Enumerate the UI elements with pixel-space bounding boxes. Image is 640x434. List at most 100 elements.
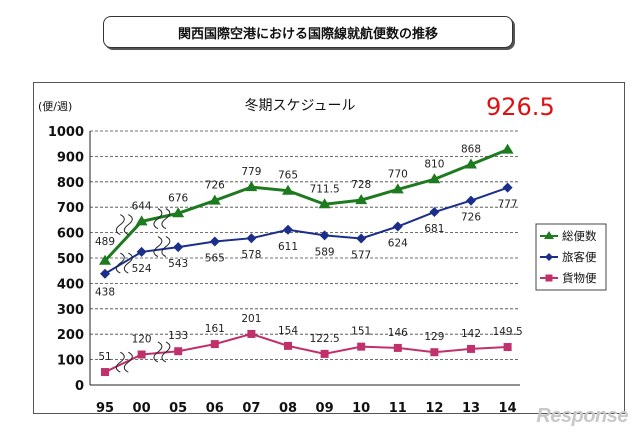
axis-break-mark — [115, 214, 125, 236]
series-3-point — [284, 341, 292, 350]
data-label: 142 — [461, 328, 481, 340]
y-tick-label: 600 — [57, 227, 84, 242]
x-tick-label: 00 — [133, 401, 151, 416]
data-label: 589 — [315, 246, 335, 258]
data-label: 624 — [388, 238, 408, 250]
data-label: 810 — [424, 158, 444, 170]
series-3-point — [467, 344, 475, 353]
axis-break-mark — [161, 341, 171, 363]
y-axis-label: (便/週) — [38, 100, 72, 113]
data-label: 644 — [132, 200, 152, 212]
series-3-point — [174, 347, 183, 356]
x-tick-label: 13 — [462, 401, 480, 416]
series-1-point — [465, 158, 477, 169]
data-label: 543 — [168, 258, 188, 270]
series-2-point — [466, 195, 476, 206]
series-3-point — [320, 349, 329, 358]
y-tick-label: 200 — [57, 328, 84, 343]
y-tick-label: 0 — [75, 379, 84, 394]
x-tick-label: 09 — [316, 401, 334, 416]
data-label: 777 — [498, 199, 518, 211]
legend-label: 貨物便 — [562, 271, 597, 285]
series-1-point — [208, 194, 221, 205]
series-1-point — [391, 183, 404, 194]
series-2-point — [356, 233, 367, 244]
data-label: 676 — [168, 192, 188, 204]
data-label: 122.5 — [310, 333, 340, 345]
axis-break-mark — [153, 208, 163, 230]
y-tick-label: 500 — [57, 252, 84, 267]
data-label: 779 — [241, 166, 261, 178]
series-2-point — [246, 233, 257, 244]
y-tick-label: 800 — [57, 176, 84, 191]
series-3-point — [101, 368, 109, 377]
data-label: 489 — [95, 236, 115, 248]
series-3-point — [210, 340, 219, 349]
series-2-point — [429, 207, 440, 218]
data-label: 578 — [241, 249, 261, 261]
axis-break-mark — [115, 351, 125, 373]
data-label: 681 — [424, 223, 444, 235]
y-tick-label: 900 — [57, 150, 84, 165]
data-label: 770 — [388, 168, 408, 180]
data-label: 129 — [424, 331, 444, 343]
series-2-point — [209, 236, 220, 247]
legend-label: 旅客便 — [562, 250, 597, 264]
series-line-1 — [103, 148, 509, 262]
y-tick-label: 1000 — [48, 125, 84, 140]
x-tick-label: 11 — [389, 401, 407, 416]
series-2-point — [283, 224, 293, 235]
x-tick-label: 14 — [499, 401, 517, 416]
series-line-3 — [104, 332, 508, 373]
series-1-point — [135, 215, 148, 226]
data-label: 868 — [461, 144, 481, 156]
series-2-point — [173, 242, 184, 253]
legend-marker — [545, 253, 553, 261]
legend-marker — [544, 231, 554, 239]
data-label: 438 — [95, 287, 115, 299]
data-label: 154 — [278, 325, 298, 337]
highlight-total-label: 926.5 — [486, 93, 555, 121]
data-label: 726 — [205, 180, 225, 192]
series-1-point — [99, 254, 111, 265]
axis-break-mark — [153, 236, 163, 258]
series-1-point — [282, 184, 294, 195]
series-1-point — [245, 181, 258, 192]
series-3-point — [137, 350, 146, 359]
series-3-point — [393, 343, 402, 352]
series-3-point — [357, 342, 366, 351]
series-1-point — [355, 194, 368, 205]
data-label: 151 — [351, 326, 371, 338]
axis-break-mark — [161, 208, 171, 230]
series-2-point — [100, 268, 110, 279]
data-label: 565 — [205, 252, 225, 264]
x-tick-label: 10 — [352, 401, 370, 416]
series-2-point — [502, 182, 513, 193]
data-label: 133 — [168, 330, 188, 342]
series-3-point — [247, 329, 256, 338]
y-tick-label: 400 — [57, 277, 84, 292]
legend-marker — [545, 274, 553, 282]
data-label: 524 — [132, 263, 152, 275]
x-tick-label: 95 — [96, 401, 114, 416]
axis-break-mark — [123, 252, 133, 274]
series-1-point — [318, 198, 331, 209]
x-tick-label: 05 — [169, 401, 187, 416]
data-label: 161 — [205, 323, 225, 335]
data-label: 726 — [461, 212, 481, 224]
series-1-point — [172, 207, 185, 218]
series-1-point — [501, 143, 514, 154]
data-label: 611 — [278, 241, 298, 253]
data-label: 146 — [388, 327, 408, 339]
legend-label: 総便数 — [562, 229, 597, 243]
x-tick-label: 08 — [279, 401, 297, 416]
x-tick-label: 06 — [206, 401, 224, 416]
data-label: 711.5 — [310, 183, 340, 195]
y-tick-label: 100 — [57, 354, 84, 369]
watermark-logo: Response — [536, 405, 628, 427]
data-label: 728 — [351, 179, 371, 191]
data-label: 201 — [241, 313, 261, 325]
axis-break-mark — [161, 236, 171, 258]
series-2-point — [392, 221, 403, 232]
